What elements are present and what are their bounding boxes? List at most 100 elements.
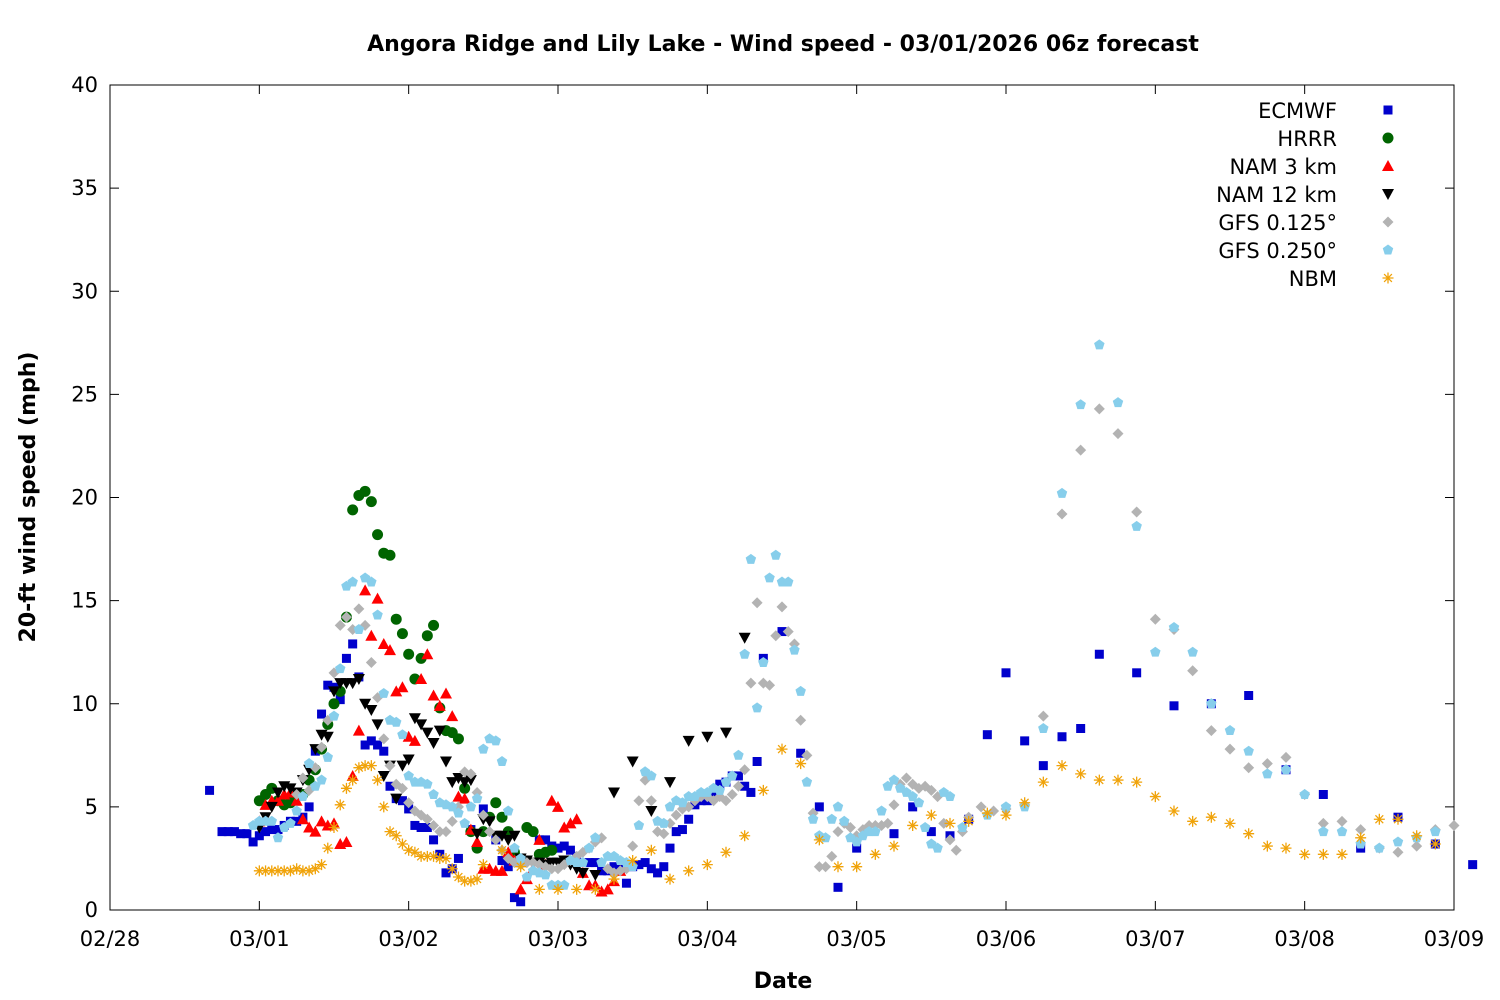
data-point [365,657,377,668]
data-point [1336,815,1348,827]
data-point [471,873,483,885]
data-point [471,793,483,804]
data-point [272,865,284,877]
data-point [870,826,881,837]
data-point [757,784,769,796]
data-point [1373,813,1385,825]
data-point [365,629,378,641]
data-point [421,850,433,862]
data-point [322,842,334,854]
data-point [421,630,433,642]
data-point [384,644,396,656]
data-point [1243,828,1255,840]
data-point [1318,826,1329,837]
data-point [732,780,744,792]
data-point [266,815,278,826]
data-point [633,819,645,830]
data-point [1075,768,1087,780]
data-point [428,850,440,862]
data-point [372,774,384,786]
data-point [384,760,396,772]
y-tick-label: 30 [71,279,98,303]
data-point [440,826,452,838]
x-tick-label: 03/03 [528,927,589,951]
data-point [353,603,365,615]
data-point [427,737,440,749]
data-point [677,825,687,835]
data-point [709,790,719,799]
data-point [502,834,515,846]
data-point [1224,743,1236,755]
data-point [379,746,389,756]
data-point [1243,762,1255,774]
data-point [813,861,825,873]
data-point [509,893,519,903]
data-point [869,848,881,860]
data-point [303,821,316,833]
data-point [429,835,439,845]
data-point [496,844,508,856]
legend-label: ECMWF [1258,99,1337,123]
data-point [371,719,384,731]
data-point [502,805,514,816]
data-point [764,572,775,583]
data-point [925,809,937,821]
y-tick-label: 5 [85,795,98,819]
data-point [390,716,402,727]
data-point [1168,621,1180,632]
data-point [384,549,396,561]
data-point [272,832,284,843]
data-point [720,727,732,739]
data-point [584,858,594,868]
data-point [1076,724,1086,733]
x-tick-label: 03/07 [1125,927,1186,951]
data-point [316,774,327,785]
data-point [701,859,713,871]
data-point [751,702,763,713]
data-point [795,758,807,770]
data-point [913,797,925,808]
data-point [745,553,757,564]
data-point [1131,506,1143,518]
data-point [552,883,564,895]
data-point [826,850,838,862]
data-point [720,846,732,858]
data-point [559,841,569,851]
data-point [982,730,992,740]
data-point [296,813,309,825]
data-point [645,795,657,807]
x-tick-label: 03/06 [976,927,1037,951]
data-point [925,784,937,796]
data-point [932,842,943,853]
data-point [1261,840,1273,852]
data-point [428,789,439,799]
data-point [464,775,477,787]
data-point [745,677,757,689]
data-point [396,838,408,850]
x-tick-label: 03/04 [677,927,738,951]
data-point [533,883,545,895]
data-point [1355,832,1367,844]
data-point [851,861,863,873]
data-point [446,777,459,789]
data-point [583,842,595,853]
data-point [1037,710,1049,722]
data-point [266,865,278,877]
data-point [378,801,390,813]
data-point [1205,811,1217,823]
data-point [684,814,694,824]
data-point [1206,698,1217,709]
data-point [1392,846,1404,858]
x-axis-label: Date [754,969,813,994]
data-point [888,774,900,785]
data-point [390,793,403,805]
data-point [900,772,912,784]
data-point [664,777,676,789]
data-point [832,861,844,873]
legend-label: HRRR [1277,127,1337,151]
data-point [882,817,894,829]
data-point [390,613,402,625]
data-point [683,865,695,877]
data-point [452,773,465,784]
